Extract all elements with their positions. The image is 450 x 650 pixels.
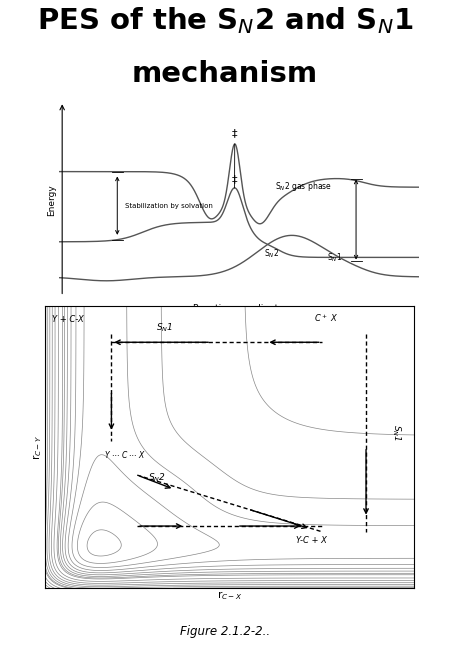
- Text: S$_N$1: S$_N$1: [327, 252, 342, 265]
- Text: S$_N$2 gas phase: S$_N$2 gas phase: [275, 181, 332, 194]
- Text: Y $\cdots$ C $\cdots$ X: Y $\cdots$ C $\cdots$ X: [104, 449, 146, 460]
- Text: S$_N$1: S$_N$1: [390, 424, 402, 441]
- X-axis label: Reaction coordinate: Reaction coordinate: [193, 304, 284, 313]
- Text: S$_N$2: S$_N$2: [264, 248, 279, 260]
- Text: mechanism: mechanism: [132, 60, 318, 88]
- Text: ‡: ‡: [232, 174, 237, 184]
- Text: Y + C-X: Y + C-X: [52, 315, 84, 324]
- Text: Figure 2.1.2-2..: Figure 2.1.2-2..: [180, 625, 270, 638]
- Text: Stabilization by solvation: Stabilization by solvation: [125, 203, 212, 209]
- Text: S$_N$1: S$_N$1: [156, 322, 173, 335]
- Text: PES of the S$_N$2 and S$_N$1: PES of the S$_N$2 and S$_N$1: [37, 5, 413, 36]
- Text: S$_N$2: S$_N$2: [148, 472, 166, 484]
- Y-axis label: r$_{C-Y}$: r$_{C-Y}$: [31, 434, 44, 460]
- Text: C$^+$ X: C$^+$ X: [315, 313, 338, 324]
- Y-axis label: Energy: Energy: [47, 184, 56, 216]
- X-axis label: r$_{C-X}$: r$_{C-X}$: [217, 590, 242, 603]
- Text: Y-C + X: Y-C + X: [296, 536, 327, 545]
- Text: ‡: ‡: [232, 128, 238, 138]
